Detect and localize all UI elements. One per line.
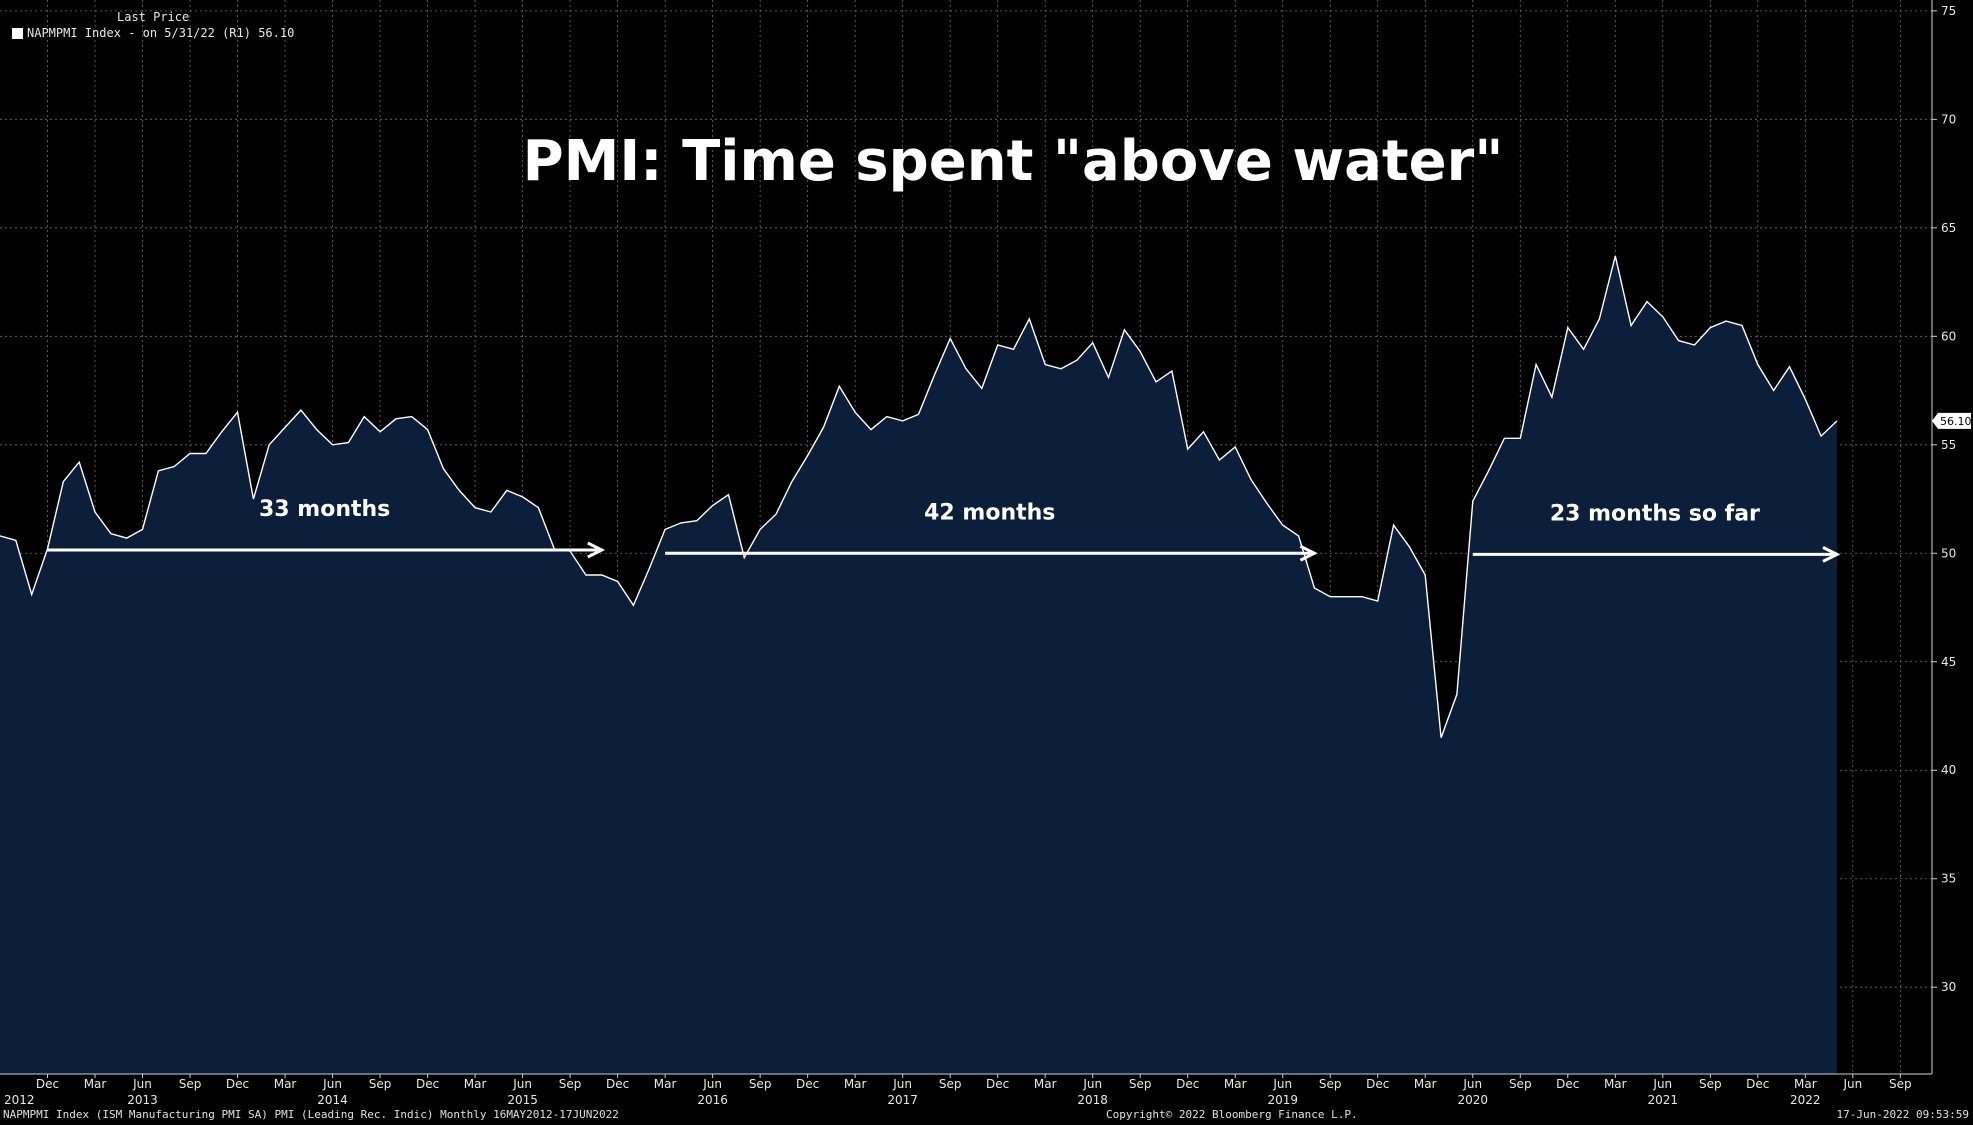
x-tick-label: Dec (1556, 1077, 1579, 1091)
y-tick-label: 40 (1941, 763, 1956, 777)
x-tick-label: Dec (986, 1077, 1009, 1091)
y-tick-label: 45 (1941, 655, 1956, 669)
pmi-line (0, 255, 1838, 738)
annotation-label: 23 months so far (1550, 501, 1760, 526)
x-tick-label: Dec (416, 1077, 439, 1091)
last-value-label: 56.10 (1940, 415, 1972, 428)
x-year-label: 2012 (4, 1093, 35, 1107)
y-tick-label: 35 (1941, 872, 1956, 886)
x-year-label: 2016 (697, 1093, 728, 1107)
x-tick-label: Jun (1842, 1077, 1862, 1091)
y-tick-label: 70 (1941, 112, 1956, 126)
y-tick-label: 50 (1941, 546, 1956, 560)
x-year-label: 2021 (1648, 1093, 1679, 1107)
annotation-arrowhead (587, 541, 606, 559)
x-tick-label: Sep (749, 1077, 772, 1091)
x-tick-label: Sep (369, 1077, 392, 1091)
x-tick-label: Dec (1366, 1077, 1389, 1091)
x-tick-label: Dec (1176, 1077, 1199, 1091)
x-tick-label: Mar (844, 1077, 867, 1091)
pmi-area (0, 256, 1837, 1074)
x-year-label: 2015 (507, 1093, 538, 1107)
x-tick-label: Jun (1652, 1077, 1672, 1091)
legend: Last Price NAPMPMI Index - on 5/31/22 (R… (12, 10, 294, 40)
x-tick-label: Mar (1224, 1077, 1247, 1091)
x-tick-label: Sep (1129, 1077, 1152, 1091)
x-tick-label: Sep (1699, 1077, 1722, 1091)
x-tick-label: Mar (1034, 1077, 1057, 1091)
annotation-arrowhead (1299, 544, 1318, 562)
y-tick-label: 60 (1941, 329, 1956, 343)
legend-header: Last Price (117, 10, 190, 24)
x-tick-label: Jun (1082, 1077, 1102, 1091)
legend-entry: NAPMPMI Index - on 5/31/22 (R1) 56.10 (27, 26, 295, 40)
annotation-label: 33 months (259, 497, 390, 522)
x-tick-label: Jun (132, 1077, 152, 1091)
x-tick-label: Dec (606, 1077, 629, 1091)
x-year-label: 2019 (1267, 1093, 1298, 1107)
x-tick-label: Jun (1272, 1077, 1292, 1091)
footer-right: 17-Jun-2022 09:53:59 (1836, 1108, 1969, 1121)
footer-left: NAPMPMI Index (ISM Manufacturing PMI SA)… (3, 1108, 619, 1121)
footer-center: Copyright© 2022 Bloomberg Finance L.P. (1106, 1108, 1358, 1121)
x-year-label: 2017 (887, 1093, 918, 1107)
x-tick-label: Mar (464, 1077, 487, 1091)
x-tick-label: Jun (892, 1077, 912, 1091)
last-value-badge (1932, 412, 1971, 429)
x-tick-label: Mar (84, 1077, 107, 1091)
x-year-label: 2013 (127, 1093, 158, 1107)
x-tick-label: Jun (702, 1077, 722, 1091)
annotation-arrowhead (1822, 546, 1841, 563)
annotation-label: 42 months (924, 500, 1055, 525)
x-tick-label: Mar (1604, 1077, 1627, 1091)
x-tick-label: Dec (1746, 1077, 1769, 1091)
x-year-label: 2014 (317, 1093, 348, 1107)
legend-swatch (12, 27, 23, 39)
y-tick-label: 30 (1941, 980, 1956, 994)
chart-title: PMI: Time spent "above water" (523, 129, 1504, 194)
x-tick-label: Dec (36, 1077, 59, 1091)
x-tick-label: Sep (939, 1077, 962, 1091)
x-tick-label: Mar (274, 1077, 297, 1091)
x-tick-label: Sep (559, 1077, 582, 1091)
x-tick-label: Mar (1414, 1077, 1437, 1091)
x-year-label: 2020 (1457, 1093, 1488, 1107)
annotation-arrows: 33 months 42 months 23 months so far (47, 497, 1841, 563)
x-year-label: 2018 (1077, 1093, 1108, 1107)
x-year-label: 2022 (1790, 1093, 1821, 1107)
x-tick-label: Sep (1319, 1077, 1342, 1091)
x-tick-label: Jun (512, 1077, 532, 1091)
x-tick-label: Sep (1889, 1077, 1912, 1091)
y-tick-label: 55 (1941, 438, 1956, 452)
y-tick-label: 75 (1941, 4, 1956, 18)
x-tick-label: Jun (1462, 1077, 1482, 1091)
x-tick-label: Dec (226, 1077, 249, 1091)
x-tick-label: Sep (179, 1077, 202, 1091)
x-tick-label: Mar (654, 1077, 677, 1091)
x-tick-label: Dec (796, 1077, 819, 1091)
y-tick-label: 65 (1941, 221, 1956, 235)
x-tick-label: Mar (1794, 1077, 1817, 1091)
x-tick-label: Jun (322, 1077, 342, 1091)
x-tick-label: Sep (1509, 1077, 1532, 1091)
